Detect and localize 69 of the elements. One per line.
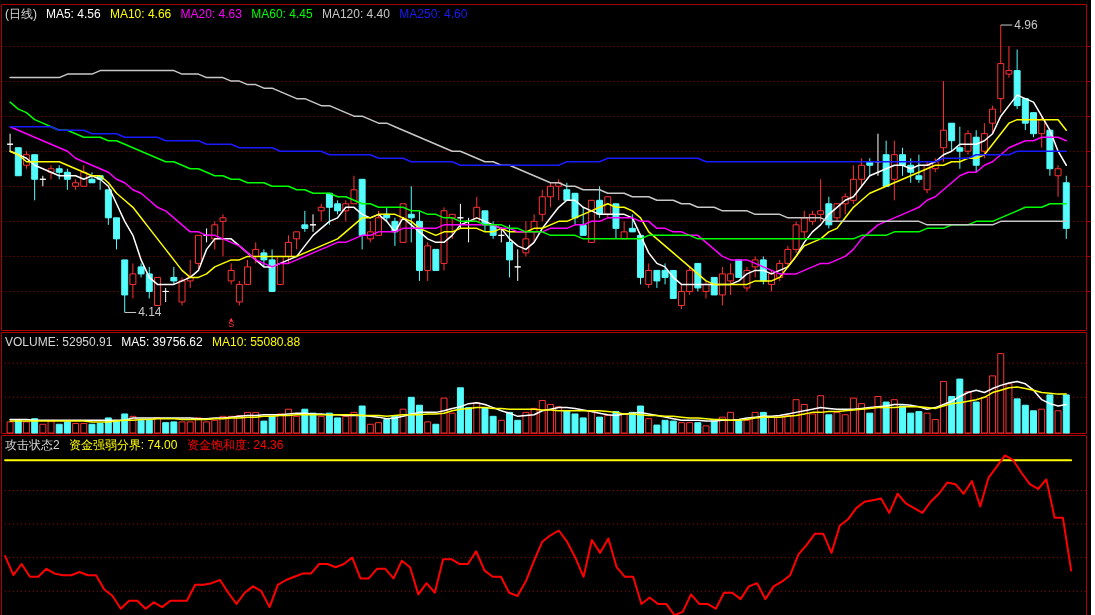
candlestick <box>301 210 309 233</box>
text: MA250: 4.60 <box>399 7 468 21</box>
data-label: S <box>228 319 235 330</box>
bar <box>825 414 833 434</box>
text: MA5: 39756.62 <box>121 335 203 349</box>
chart-title: (日线) <box>5 7 37 21</box>
candlestick <box>939 80 947 163</box>
bar <box>759 411 767 434</box>
bar <box>424 421 432 434</box>
bar <box>473 402 481 434</box>
bar <box>866 412 874 434</box>
bar <box>620 413 628 434</box>
candlestick <box>284 234 292 264</box>
text: MA10: 55080.88 <box>212 335 301 349</box>
bar <box>1054 410 1062 434</box>
candlestick <box>1054 164 1062 198</box>
text: MA10: 4.66 <box>109 7 172 21</box>
bar <box>153 417 161 434</box>
candlestick <box>980 122 988 159</box>
bar <box>1046 394 1054 434</box>
bar <box>22 421 30 434</box>
text: MA20: 4.63 <box>180 7 243 21</box>
candlestick <box>219 213 227 257</box>
candlestick <box>227 262 235 285</box>
candlestick <box>964 129 972 156</box>
candlestick <box>956 126 964 170</box>
candlestick <box>407 185 415 243</box>
candlestick <box>915 154 923 184</box>
bar <box>874 396 882 434</box>
bar <box>432 423 440 434</box>
text: 4.14 <box>138 305 162 320</box>
bar <box>6 421 14 434</box>
bar <box>890 399 898 434</box>
bar <box>358 405 366 434</box>
candlestick <box>702 280 710 299</box>
bar <box>702 425 710 434</box>
candlestick <box>432 248 440 271</box>
candlestick <box>211 220 219 250</box>
bar <box>587 411 595 434</box>
bar <box>604 415 612 434</box>
series-label: 资金强弱分界: 74.00 <box>68 438 178 452</box>
bar <box>882 401 890 434</box>
chart-title: 攻击状态2 <box>5 438 60 452</box>
candlestick <box>579 206 587 236</box>
text: MA120: 4.40 <box>321 7 391 21</box>
candlestick <box>989 105 997 135</box>
candlestick <box>948 122 956 152</box>
candlestick <box>645 262 653 289</box>
candlestick <box>129 262 137 299</box>
bar <box>964 391 972 434</box>
candlestick <box>522 220 530 257</box>
bar <box>645 418 653 434</box>
bar <box>497 419 505 434</box>
candlestick <box>514 248 522 282</box>
bar <box>735 419 743 434</box>
bar <box>710 420 718 434</box>
bar <box>317 415 325 434</box>
candlestick <box>506 224 513 278</box>
bar <box>972 401 980 434</box>
candlestick <box>1038 115 1046 149</box>
bar <box>1038 408 1046 434</box>
text: 资金饱和度: 24.36 <box>186 438 284 452</box>
text: MA60: 4.45 <box>251 7 313 21</box>
bar <box>694 422 702 434</box>
text: MA5: 4.56 <box>45 7 101 21</box>
bar <box>1062 394 1070 434</box>
text: 4.96 <box>1014 18 1038 33</box>
bar <box>596 416 604 434</box>
chart-title: VOLUME: 52950.91 <box>5 335 113 349</box>
